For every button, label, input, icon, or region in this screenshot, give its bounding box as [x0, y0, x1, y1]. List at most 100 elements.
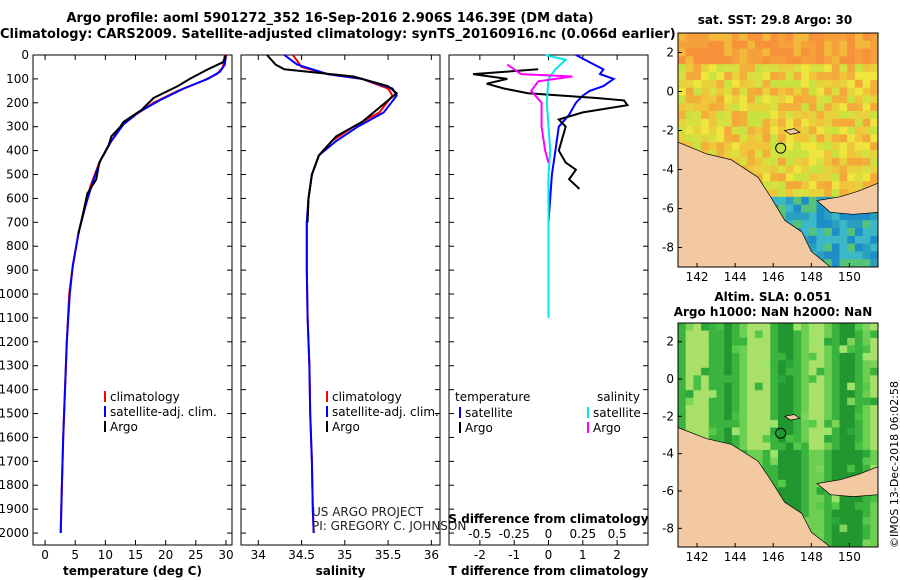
sst_map-cell	[678, 48, 687, 57]
sla_map-cell	[785, 360, 794, 369]
sla_map-cell	[808, 464, 817, 473]
sst_map-cell	[824, 64, 833, 73]
diff-legend-label: satellite	[465, 406, 513, 420]
sla_map-cell	[824, 405, 833, 414]
sst_map-ytick-label: -8	[662, 241, 674, 255]
sst_map-cell	[862, 33, 871, 42]
sst_map-cell	[785, 157, 794, 167]
sst_map-cell	[824, 243, 833, 252]
sst_map-cell	[839, 40, 848, 50]
sla_map-cell	[793, 464, 802, 473]
sst_map-cell	[785, 150, 794, 159]
sla_map-cell	[854, 352, 864, 361]
sst_map-cell	[762, 103, 771, 112]
sla_map-cell	[831, 397, 840, 406]
sst_map-cell	[716, 72, 725, 81]
sst_map-cell	[870, 33, 879, 42]
sla_map-cell	[854, 345, 864, 354]
sla_map-cell	[716, 375, 725, 384]
sst_map-cell	[808, 142, 817, 151]
sla_map-ytick-label: -6	[662, 484, 674, 498]
sst_map-cell	[754, 40, 764, 50]
sst_map-cell	[854, 251, 864, 260]
sla_map-cell	[862, 382, 871, 391]
sst_map-cell	[716, 134, 725, 143]
sst_map-cell	[808, 181, 817, 190]
sst_map-cell	[770, 33, 779, 42]
temperature-legend-label: Argo	[110, 420, 138, 434]
sst_map-cell	[724, 134, 733, 143]
sst_map-cell	[778, 173, 787, 182]
sst_map-cell	[862, 79, 871, 89]
sla_map-cell	[762, 427, 771, 436]
sla_map-cell	[716, 337, 725, 346]
sla_map-xtick-label: 150	[838, 550, 861, 564]
sst_map-cell	[716, 103, 725, 112]
sst_map-cell	[808, 56, 817, 65]
sla_map-cell	[862, 360, 871, 369]
sst_map-cell	[870, 212, 879, 221]
sla_map-cell	[824, 435, 833, 443]
sla_map-cell	[747, 360, 756, 369]
sla_map-cell	[870, 330, 879, 339]
sla_map-cell	[870, 509, 879, 518]
sla_map-cell	[824, 412, 833, 421]
sla_map-cell	[770, 375, 779, 384]
sla_map-cell	[701, 337, 710, 346]
sla_map-cell	[762, 382, 771, 391]
sst_map-cell	[831, 118, 840, 128]
sla_map-cell	[770, 330, 779, 339]
sla_map-cell	[747, 345, 756, 354]
sla_map-cell	[693, 345, 702, 354]
sst_map-cell	[770, 157, 779, 167]
sst_map-cell	[862, 150, 871, 159]
sla_map-cell	[793, 494, 802, 503]
sla_map-cell	[731, 435, 740, 443]
sst_map-xtick-label: 146	[762, 270, 785, 284]
sla_map-cell	[862, 449, 871, 458]
sla-map-title-line2: Argo h1000: NaN h2000: NaN	[674, 305, 873, 319]
sst_map-cell	[739, 64, 748, 73]
sst_map-cell	[701, 79, 710, 89]
sla_map-cell	[816, 532, 825, 541]
sst_map-cell	[678, 134, 687, 143]
sst_map-cell	[854, 134, 864, 143]
sst_map-cell	[762, 142, 771, 151]
sst_map-cell	[839, 212, 848, 221]
sla_map-cell	[754, 420, 764, 429]
sst_map-cell	[724, 126, 733, 135]
sst_map-cell	[801, 196, 810, 206]
sst_map-cell	[778, 111, 787, 120]
sla_map-cell	[701, 420, 710, 429]
depth-tick-label: 1000	[0, 287, 29, 301]
sla_map-cell	[824, 367, 833, 376]
sst_map-cell	[801, 165, 810, 174]
sla_map-cell	[854, 420, 864, 429]
sst_map-ytick-label: -6	[662, 202, 674, 216]
sst_map-cell	[747, 118, 756, 128]
sla_map-cell	[678, 367, 687, 376]
sla_map-cell	[770, 405, 779, 414]
sst_map-cell	[808, 157, 817, 167]
sst_map-cell	[801, 33, 810, 42]
sla_map-cell	[831, 435, 840, 443]
sla_map-cell	[854, 464, 864, 473]
sst_map-cell	[693, 118, 702, 128]
sst_map-cell	[854, 87, 864, 96]
sla_map-land-manus	[783, 414, 801, 421]
sla_map-cell	[831, 412, 840, 421]
sst_map-cell	[693, 126, 702, 135]
sst_map-cell	[808, 134, 817, 143]
temperature-xtick-label: 0	[41, 548, 49, 562]
sla_map-cell	[685, 360, 694, 369]
sla_map-cell	[747, 435, 756, 443]
sla_map-cell	[778, 412, 787, 421]
sla_map-cell	[847, 539, 856, 548]
sst_map-cell	[770, 111, 779, 120]
sst_map-cell	[847, 118, 856, 128]
sla_map-cell	[801, 464, 810, 473]
sla_map-cell	[816, 405, 825, 414]
sla_map-cell	[678, 337, 687, 346]
sla_map-cell	[801, 420, 810, 429]
